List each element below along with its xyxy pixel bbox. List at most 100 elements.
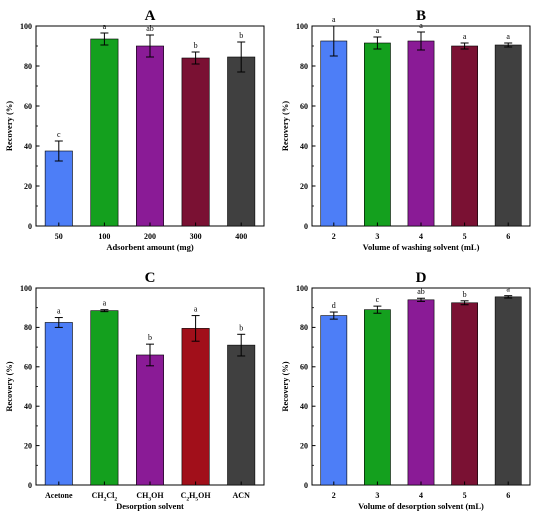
panel-c-y-tick-label: 100 bbox=[20, 284, 32, 293]
panel-a-bar bbox=[136, 45, 164, 227]
panel-a: A Recovery (%) Adsorbent amount (mg) 0 20… bbox=[4, 8, 265, 252]
panel-c-x-tick-label: CH3OH bbox=[136, 491, 164, 503]
panel-c-y-tick-label: 40 bbox=[24, 402, 32, 411]
panel-c-y-tick-label: 80 bbox=[24, 323, 32, 332]
panel-d-y-tick-label: 100 bbox=[296, 284, 308, 293]
panel-d-y-tick-label: 80 bbox=[300, 323, 308, 332]
panel-a-significance-label: b bbox=[194, 41, 198, 50]
panel-c-significance-label: a bbox=[57, 307, 61, 316]
panel-a-x-tick-label: 200 bbox=[144, 232, 156, 241]
panel-d-significance-label: a bbox=[506, 285, 510, 294]
panel-c-bar bbox=[227, 344, 256, 486]
panel-c-x-tick-label: CH2Cl2 bbox=[92, 491, 118, 503]
panel-b-significance-label: a bbox=[376, 26, 380, 35]
panel-a-significance-label: b bbox=[239, 31, 243, 40]
panel-a-bar bbox=[181, 57, 210, 227]
panel-a-y-tick-label: 80 bbox=[24, 62, 32, 71]
panel-d: D Recovery (%) Volume of desorption solv… bbox=[280, 270, 531, 511]
panel-c-x-tick-label-part: 2 bbox=[104, 497, 107, 503]
panel-c-x-tick-label: C2H5OH bbox=[181, 491, 212, 503]
panel-d-letter: D bbox=[416, 270, 427, 286]
panel-b-significance-label: a bbox=[463, 32, 467, 41]
panel-b-bar bbox=[494, 44, 522, 227]
panel-d-x-tick-label: 6 bbox=[506, 491, 510, 500]
panel-b: B Recovery (%) Volume of washing solvent… bbox=[280, 8, 531, 252]
panel-c-x-axis-title: Desorption solvent bbox=[116, 501, 184, 511]
panel-c: C Recovery (%) Desorption solvent 0 20 40 6… bbox=[4, 270, 265, 511]
panel-d-x-tick-label: 3 bbox=[375, 491, 379, 500]
panel-b-y-axis-title: Recovery (%) bbox=[280, 101, 290, 151]
panel-c-y-tick-label: 20 bbox=[24, 441, 32, 450]
panel-d-bar bbox=[407, 299, 435, 486]
panel-c-letter: C bbox=[145, 270, 156, 286]
panel-c-significance-label: b bbox=[148, 333, 152, 342]
panel-c-bar bbox=[90, 310, 119, 486]
panel-b-y-tick-label: 20 bbox=[300, 182, 308, 191]
panel-a-bar bbox=[227, 56, 256, 227]
panel-d-bar bbox=[320, 315, 348, 486]
panel-b-x-tick-label: 4 bbox=[419, 232, 423, 241]
panel-b-y-tick-label: 0 bbox=[304, 222, 308, 231]
panel-b-y-tick-label: 40 bbox=[300, 142, 308, 151]
panel-c-x-tick-label-part: Cl bbox=[106, 491, 115, 500]
panel-a-x-tick-label: 50 bbox=[55, 232, 63, 241]
panel-b-significance-label: a bbox=[419, 21, 423, 30]
panel-d-y-tick-label: 20 bbox=[300, 441, 308, 450]
panel-c-x-tick-label-part: 2 bbox=[186, 497, 189, 503]
panel-a-significance-label: a bbox=[103, 22, 107, 31]
panel-c-x-tick-label: Acetone bbox=[45, 491, 73, 500]
panel-a-x-tick-label: 400 bbox=[235, 232, 247, 241]
panel-b-y-tick-label: 60 bbox=[300, 102, 308, 111]
panel-b-bar bbox=[451, 45, 478, 227]
panel-c-significance-label: a bbox=[103, 299, 107, 308]
panel-d-significance-label: ab bbox=[417, 287, 425, 296]
panel-a-bar bbox=[44, 150, 73, 227]
panel-d-y-tick-label: 60 bbox=[300, 363, 308, 372]
panel-c-x-tick-label: ACN bbox=[233, 491, 251, 500]
panel-c-y-tick-label: 0 bbox=[28, 481, 32, 490]
panel-c-x-tick-label-part: OH bbox=[198, 491, 211, 500]
panel-d-x-tick-label: 5 bbox=[463, 491, 467, 500]
panel-a-x-tick-label: 100 bbox=[98, 232, 110, 241]
panel-c-significance-label: b bbox=[239, 323, 243, 332]
panel-b-significance-label: a bbox=[332, 15, 336, 24]
panel-a-y-tick-label: 60 bbox=[24, 102, 32, 111]
panel-c-x-tick-label-part: H bbox=[189, 491, 196, 500]
panel-c-x-tick-label-part: C bbox=[181, 491, 187, 500]
panel-a-significance-label: ab bbox=[146, 24, 154, 33]
panel-d-significance-label: b bbox=[463, 290, 467, 299]
panel-b-letter: B bbox=[416, 8, 426, 24]
panel-c-x-tick-label-part: Acetone bbox=[45, 491, 73, 500]
panel-b-bar bbox=[364, 42, 391, 227]
panel-d-y-tick-label: 0 bbox=[304, 481, 308, 490]
panel-b-x-axis-title: Volume of washing solvent (mL) bbox=[363, 242, 480, 252]
panel-d-significance-label: d bbox=[332, 301, 336, 310]
panel-d-x-axis-title: Volume of desorption solvent (mL) bbox=[358, 501, 484, 511]
panel-d-bar bbox=[494, 296, 522, 486]
panel-a-bar bbox=[90, 38, 119, 227]
panel-c-x-tick-label-part: CH bbox=[136, 491, 149, 500]
panel-a-y-tick-label: 100 bbox=[20, 22, 32, 31]
panel-a-y-tick-label: 40 bbox=[24, 142, 32, 151]
panel-d-x-tick-label: 2 bbox=[332, 491, 336, 500]
panel-c-x-tick-label-part: OH bbox=[151, 491, 164, 500]
panel-b-x-tick-label: 3 bbox=[375, 232, 379, 241]
panel-a-x-axis-title: Adsorbent amount (mg) bbox=[106, 242, 194, 252]
panel-b-x-tick-label: 6 bbox=[506, 232, 510, 241]
panel-c-bar bbox=[44, 322, 73, 486]
panel-c-x-tick-label-part: 5 bbox=[195, 497, 198, 503]
panel-a-letter: A bbox=[145, 8, 156, 24]
panel-d-bar bbox=[364, 309, 391, 486]
panel-d-x-tick-label: 4 bbox=[419, 491, 423, 500]
panel-b-bar bbox=[407, 40, 435, 227]
panel-c-significance-label: a bbox=[194, 305, 198, 314]
panel-b-significance-label: a bbox=[506, 32, 510, 41]
panel-b-bar bbox=[320, 40, 348, 227]
panel-c-x-tick-label-part: ACN bbox=[233, 491, 251, 500]
panel-a-x-tick-label: 300 bbox=[190, 232, 202, 241]
panel-d-significance-label: c bbox=[376, 295, 380, 304]
panel-a-y-axis-title: Recovery (%) bbox=[4, 101, 14, 151]
panel-c-x-tick-label-part: 3 bbox=[148, 497, 151, 503]
panel-b-y-tick-label: 100 bbox=[296, 22, 308, 31]
